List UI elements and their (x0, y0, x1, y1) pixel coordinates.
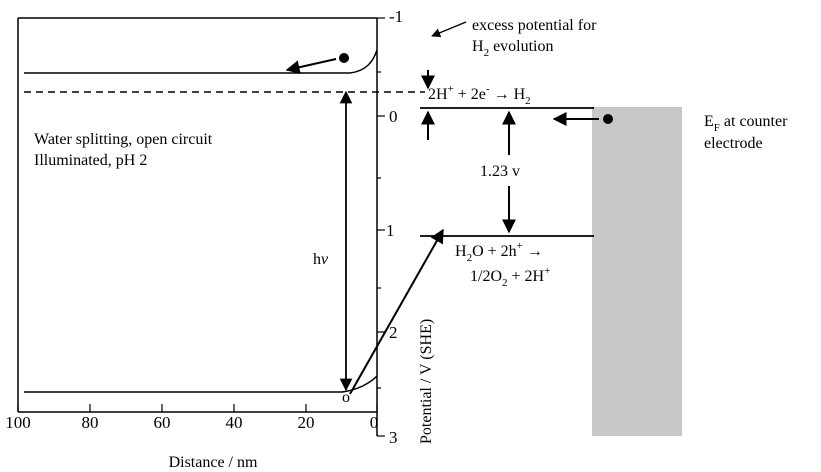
x-axis-ticks (17, 404, 378, 412)
potential-tick-2: 2 (389, 323, 398, 342)
o2-reaction-label-line2: 1/2O2 + 2H+ (470, 265, 550, 289)
potential-tick-minus1: -1 (389, 7, 403, 26)
x-axis-label: Distance / nm (169, 454, 258, 471)
gap-label: 1.23 v (480, 163, 520, 180)
valence-band-edge (24, 375, 378, 393)
x-tick-100: 100 (5, 413, 31, 432)
potential-axis-label: Potential / V (SHE) (418, 319, 435, 444)
x-tick-80: 80 (82, 413, 99, 432)
potential-axis-ticks (377, 17, 385, 437)
potential-tick-1: 1 (386, 221, 395, 240)
fermi-counter-label-line1: EF at counter (704, 113, 788, 134)
o2-reaction-label-line1: H2O + 2h+ → (455, 240, 543, 264)
h2-reaction-label: 2H+ + 2e- → H2 (428, 83, 531, 107)
x-tick-40: 40 (226, 413, 243, 432)
excess-potential-label-line2: H2 evolution (472, 38, 554, 59)
electron-dot (339, 53, 349, 63)
counter-electrode-block (592, 107, 682, 436)
excess-potential-label-line1: excess potential for (472, 17, 597, 34)
hole-marker: o (342, 389, 350, 406)
left-panel-frame (17, 17, 377, 413)
x-tick-60: 60 (154, 413, 171, 432)
photon-label: hv (313, 251, 329, 268)
condition-label-line2: Illuminated, pH 2 (34, 152, 147, 169)
electron-drift-arrow (285, 58, 337, 75)
conduction-band-edge (24, 49, 378, 74)
fermi-counter-label-line2: electrode (704, 135, 763, 152)
potential-tick-0: 0 (389, 107, 398, 126)
potential-tick-3: 3 (389, 428, 398, 447)
condition-label-line1: Water splitting, open circuit (34, 131, 213, 148)
counter-electrode-electron (603, 114, 613, 124)
x-tick-0: 0 (370, 413, 379, 432)
excess-label-pointer (431, 21, 467, 38)
x-tick-20: 20 (298, 413, 315, 432)
hole-transfer-arrow (349, 228, 444, 395)
